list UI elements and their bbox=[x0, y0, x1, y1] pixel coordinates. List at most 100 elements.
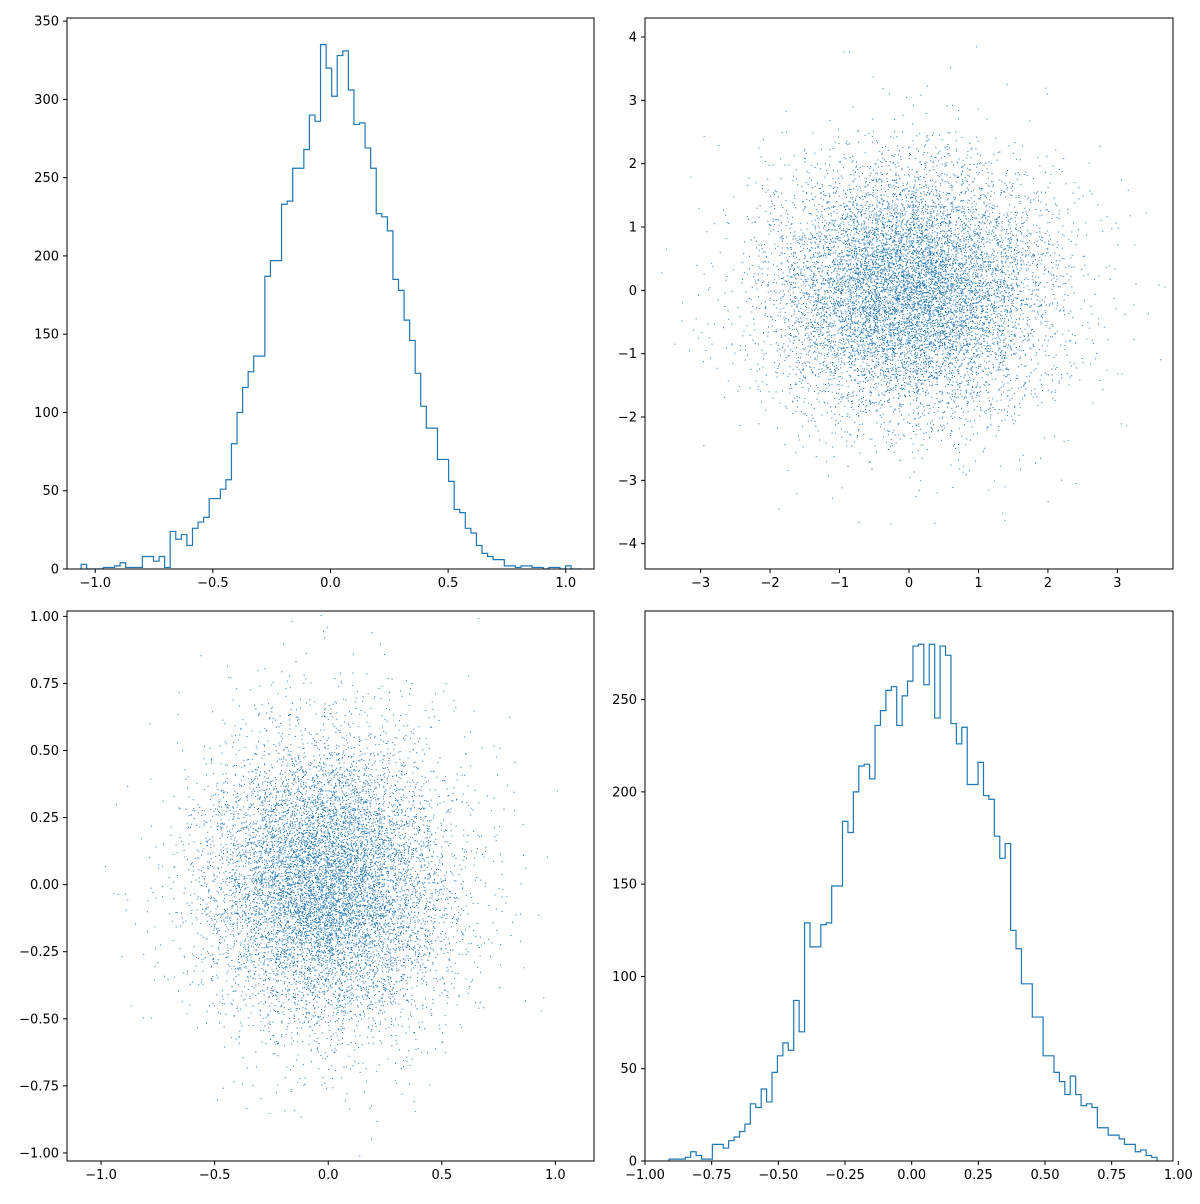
scatter-point bbox=[925, 204, 926, 205]
scatter-point bbox=[731, 345, 732, 346]
scatter-point bbox=[965, 193, 966, 194]
scatter-point bbox=[780, 290, 781, 291]
scatter-point bbox=[1099, 146, 1100, 147]
scatter-point bbox=[921, 384, 922, 385]
scatter-point bbox=[973, 315, 974, 316]
scatter-point bbox=[902, 276, 903, 277]
scatter-point bbox=[806, 279, 807, 280]
scatter-point bbox=[896, 385, 897, 386]
scatter-point bbox=[933, 343, 934, 344]
scatter-point bbox=[898, 166, 899, 167]
scatter-point bbox=[872, 306, 873, 307]
scatter-point bbox=[909, 238, 910, 239]
scatter-point bbox=[790, 299, 791, 300]
scatter-point bbox=[817, 295, 818, 296]
scatter-point bbox=[948, 260, 949, 261]
scatter-point bbox=[802, 369, 803, 370]
scatter-point bbox=[947, 174, 948, 175]
scatter-point bbox=[968, 189, 969, 190]
scatter-point bbox=[855, 246, 856, 247]
scatter-point bbox=[945, 348, 946, 349]
scatter-point bbox=[898, 331, 899, 332]
scatter-point bbox=[861, 255, 862, 256]
scatter-point bbox=[972, 358, 973, 359]
scatter-point bbox=[804, 259, 805, 260]
scatter-point bbox=[899, 220, 900, 221]
scatter-point bbox=[935, 157, 936, 158]
scatter-point bbox=[967, 283, 968, 284]
scatter-point bbox=[814, 290, 815, 291]
scatter-point bbox=[838, 246, 839, 247]
scatter-point bbox=[955, 448, 956, 449]
scatter-point bbox=[918, 256, 919, 257]
scatter-point bbox=[827, 305, 828, 306]
scatter-point bbox=[931, 341, 932, 342]
scatter-point bbox=[805, 363, 806, 364]
scatter-point bbox=[886, 249, 887, 250]
scatter-point bbox=[908, 247, 909, 248]
scatter-point bbox=[938, 335, 939, 336]
scatter-point bbox=[778, 220, 779, 221]
scatter-point bbox=[1016, 253, 1017, 254]
scatter-point bbox=[866, 226, 867, 227]
scatter-point bbox=[884, 208, 885, 209]
scatter-point bbox=[774, 362, 775, 363]
scatter-point bbox=[941, 175, 942, 176]
scatter-point bbox=[956, 328, 957, 329]
scatter-point bbox=[774, 205, 775, 206]
scatter-point bbox=[901, 363, 902, 364]
scatter-point bbox=[901, 237, 902, 238]
scatter-point bbox=[1061, 378, 1062, 379]
scatter-point bbox=[877, 325, 878, 326]
scatter-point bbox=[873, 387, 874, 388]
scatter-point bbox=[884, 218, 885, 219]
scatter-point bbox=[832, 306, 833, 307]
scatter-point bbox=[868, 286, 869, 287]
scatter-point bbox=[950, 317, 951, 318]
scatter-point bbox=[961, 317, 962, 318]
scatter-point bbox=[927, 252, 928, 253]
scatter-point bbox=[944, 206, 945, 207]
scatter-point bbox=[862, 311, 863, 312]
scatter-point bbox=[894, 235, 895, 236]
scatter-point bbox=[995, 357, 996, 358]
scatter-point bbox=[928, 332, 929, 333]
scatter-point bbox=[970, 344, 971, 345]
scatter-point bbox=[1010, 390, 1011, 391]
scatter-point bbox=[810, 296, 811, 297]
scatter-point bbox=[805, 161, 806, 162]
scatter-point bbox=[974, 246, 975, 247]
scatter-point bbox=[955, 393, 956, 394]
scatter-point bbox=[814, 266, 815, 267]
scatter-point bbox=[1056, 355, 1057, 356]
scatter-point bbox=[942, 276, 943, 277]
scatter-point bbox=[791, 306, 792, 307]
scatter-point bbox=[907, 302, 908, 303]
scatter-point bbox=[872, 195, 873, 196]
scatter-point bbox=[957, 288, 958, 289]
scatter-point bbox=[955, 224, 956, 225]
scatter-point bbox=[925, 201, 926, 202]
scatter-point bbox=[985, 292, 986, 293]
scatter-point bbox=[917, 201, 918, 202]
scatter-point bbox=[860, 284, 861, 285]
scatter-point bbox=[883, 351, 884, 352]
scatter-point bbox=[845, 287, 846, 288]
scatter-point bbox=[874, 251, 875, 252]
scatter-point bbox=[1109, 265, 1110, 266]
scatter-point bbox=[922, 282, 923, 283]
scatter-point bbox=[851, 253, 852, 254]
scatter-point bbox=[992, 276, 993, 277]
scatter-point bbox=[942, 391, 943, 392]
scatter-point bbox=[934, 252, 935, 253]
scatter-point bbox=[714, 223, 715, 224]
scatter-point bbox=[971, 248, 972, 249]
scatter-point bbox=[951, 373, 952, 374]
scatter-point bbox=[994, 301, 995, 302]
scatter-point bbox=[1016, 235, 1017, 236]
scatter-point bbox=[843, 167, 844, 168]
scatter-point bbox=[986, 362, 987, 363]
scatter-point bbox=[979, 242, 980, 243]
scatter-point bbox=[880, 400, 881, 401]
scatter-point bbox=[931, 288, 932, 289]
